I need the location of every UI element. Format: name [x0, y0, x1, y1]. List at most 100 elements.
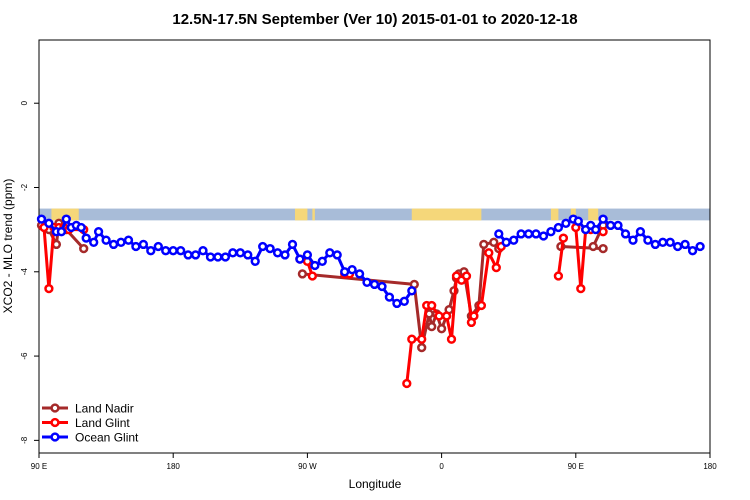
legend-marker [50, 432, 60, 442]
data-point-ocean-glint [146, 246, 156, 256]
data-point-land-nadir [427, 321, 437, 332]
data-point-land-glint [553, 271, 564, 281]
data-point-ocean-glint [243, 250, 253, 260]
data-point-ocean-glint [280, 250, 290, 260]
data-point-ocean-glint [93, 227, 104, 237]
x-tick-label: 180 [703, 462, 717, 471]
data-point-ocean-glint [250, 256, 260, 266]
land-mask-span [411, 208, 482, 221]
chart-title: 12.5N-17.5N September (Ver 10) 2015-01-0… [172, 11, 577, 28]
x-tick-label: 180 [167, 462, 181, 471]
data-point-land-nadir [479, 239, 489, 250]
data-point-ocean-glint [673, 241, 683, 252]
data-point-ocean-glint [168, 246, 178, 256]
data-point-land-glint [558, 233, 569, 243]
data-point-land-glint [44, 283, 54, 294]
data-point-ocean-glint [553, 222, 564, 233]
data-point-ocean-glint [695, 241, 705, 252]
data-point-ocean-glint [340, 267, 350, 277]
data-point-land-glint [476, 300, 487, 311]
data-point-ocean-glint [220, 252, 231, 262]
series-line-land-glint [42, 226, 84, 291]
data-point-ocean-glint [680, 239, 690, 250]
x-tick-label: 90 E [568, 462, 584, 471]
data-point-land-glint [417, 334, 427, 344]
data-point-ocean-glint [605, 220, 616, 231]
x-tick-label: 0 [439, 462, 444, 471]
data-point-ocean-glint [123, 235, 134, 245]
data-point-land-glint [598, 227, 608, 237]
data-point-land-glint [427, 300, 437, 311]
series-ocean-glint [36, 214, 705, 309]
data-point-ocean-glint [81, 233, 91, 243]
data-point-ocean-glint [573, 216, 583, 226]
data-point-ocean-glint [190, 250, 201, 260]
data-point-ocean-glint [501, 237, 511, 247]
x-tick-label: 90 E [31, 462, 47, 471]
data-point-ocean-glint [258, 241, 268, 252]
x-axis: 90 E 180 90 W 0 90 E 180 [31, 453, 717, 471]
legend-marker [50, 417, 60, 428]
data-point-ocean-glint [161, 246, 171, 256]
y-tick-label: -2 [20, 183, 29, 191]
legend-label: Land Nadir [75, 402, 134, 416]
data-point-land-nadir [598, 243, 608, 254]
data-point-ocean-glint [131, 241, 141, 252]
legend-marker [50, 403, 60, 413]
data-point-ocean-glint [36, 214, 47, 224]
legend-label: Land Glint [75, 416, 130, 430]
land-mask-span [51, 208, 79, 221]
legend-item-ocean-glint: Ocean Glint [42, 431, 139, 445]
land-mask-span [294, 208, 308, 221]
data-point-land-nadir [297, 269, 308, 279]
data-point-land-glint [469, 311, 479, 321]
land-mask-span [312, 208, 315, 221]
data-point-ocean-glint [76, 222, 86, 233]
data-point-ocean-glint [643, 235, 653, 245]
y-axis-label: XCO2 - MLO trend (ppm) [1, 179, 15, 314]
data-point-ocean-glint [347, 265, 357, 275]
data-point-land-glint [441, 311, 452, 321]
series-land-glint [39, 222, 608, 389]
plot-area-frame [38, 39, 711, 454]
land-mask-band [39, 208, 710, 221]
data-point-ocean-glint [407, 286, 417, 296]
data-point-ocean-glint [628, 235, 638, 245]
data-point-land-glint [484, 248, 494, 258]
data-point-ocean-glint [377, 281, 387, 292]
data-point-land-glint [307, 271, 318, 281]
data-point-ocean-glint [101, 235, 111, 245]
data-point-ocean-glint [265, 243, 275, 254]
data-point-ocean-glint [302, 250, 313, 260]
data-point-ocean-glint [295, 254, 305, 264]
data-point-ocean-glint [362, 277, 372, 287]
data-point-ocean-glint [687, 246, 698, 256]
data-point-ocean-glint [369, 279, 380, 290]
data-point-land-glint [461, 271, 472, 281]
data-point-ocean-glint [658, 237, 668, 247]
data-point-ocean-glint [325, 248, 335, 258]
y-tick-label: 0 [20, 100, 29, 105]
land-mask-span [588, 208, 599, 221]
data-point-land-glint [446, 334, 457, 344]
data-point-ocean-glint [650, 239, 660, 250]
data-point-ocean-glint [635, 227, 646, 237]
x-axis-label: Longitude [349, 477, 402, 491]
data-point-ocean-glint [665, 237, 675, 247]
data-point-ocean-glint [198, 246, 208, 256]
legend-label: Ocean Glint [75, 431, 139, 445]
data-point-ocean-glint [61, 214, 71, 224]
data-point-ocean-glint [523, 229, 534, 239]
data-point-ocean-glint [228, 248, 238, 258]
data-point-ocean-glint [116, 237, 126, 247]
y-axis: 0 -2 -4 -6 -8 [20, 100, 39, 444]
data-point-ocean-glint [613, 220, 623, 231]
data-point-ocean-glint [205, 252, 216, 262]
data-point-ocean-glint [620, 229, 631, 239]
x-tick-label: 90 W [298, 462, 317, 471]
data-point-land-nadir [489, 237, 499, 247]
series-line-land-glint [556, 237, 565, 277]
data-point-ocean-glint [317, 256, 327, 266]
